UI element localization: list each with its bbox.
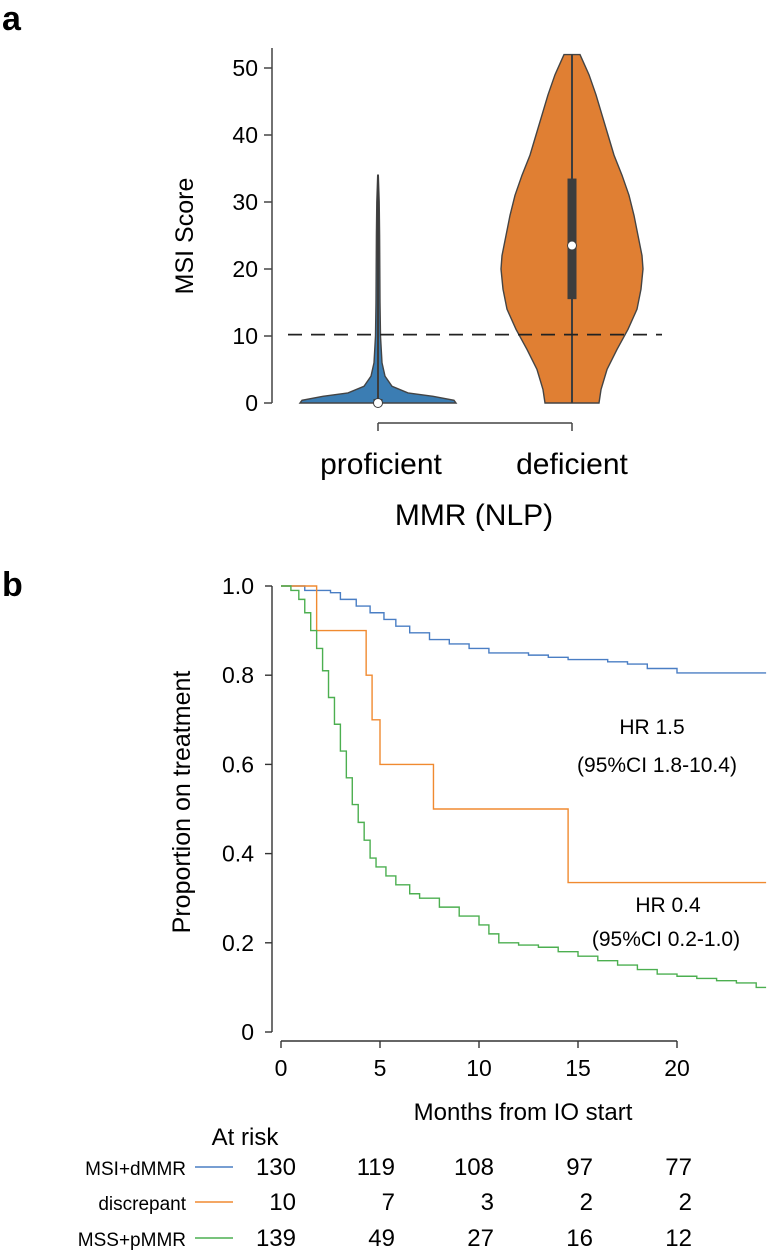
violin-y-tick-label: 30	[232, 189, 258, 215]
risk-table: MSI+dMMR 130 119 108 97 77 discrepant 10 7 3 2 2 MSS…	[78, 1154, 692, 1252]
violin-iqr-box-deficient	[567, 178, 577, 300]
km-curve-msi-dmmr	[281, 585, 767, 674]
km-y-tick-label: 1.0	[222, 573, 254, 599]
km-curve-discrepant	[281, 585, 767, 884]
km-curve-mss-pmmr	[281, 585, 767, 989]
risk-row-label-msi-dmmr: MSI+dMMR	[85, 1159, 186, 1180]
risk-cell: 108	[454, 1154, 494, 1181]
risk-cell: 130	[256, 1154, 296, 1181]
hr-annotation-1-line2: (95%CI 1.8-10.4)	[577, 754, 737, 777]
km-x-axis: 0 5 10 15 20	[275, 1040, 690, 1081]
risk-cell: 119	[357, 1154, 395, 1181]
risk-cell: 77	[665, 1154, 692, 1181]
km-y-tick-label: 0.8	[222, 662, 254, 688]
risk-cell: 2	[679, 1189, 692, 1216]
violin-y-tick-label: 50	[232, 55, 258, 81]
risk-cell: 12	[665, 1225, 692, 1252]
risk-row-label-discrepant: discrepant	[98, 1194, 186, 1215]
violin-shapes	[298, 53, 644, 408]
hr-annotation-2-line2: (95%CI 0.2-1.0)	[592, 928, 740, 951]
km-y-axis: 0 0.2 0.4 0.6 0.8 1.0	[222, 573, 273, 1045]
km-y-axis-label: Proportion on treatment	[168, 671, 196, 934]
violin-x-tick-label-proficient: proficient	[320, 448, 442, 481]
violin-y-tick-label: 40	[232, 122, 258, 148]
km-y-tick-label: 0.4	[222, 841, 254, 867]
violin-y-tick-label: 10	[232, 323, 258, 349]
risk-cell: 27	[467, 1225, 494, 1252]
risk-cell: 49	[368, 1225, 395, 1252]
risk-cell: 16	[566, 1225, 593, 1252]
violin-x-axis-label: MMR (NLP)	[395, 499, 553, 532]
risk-cell: 2	[580, 1189, 593, 1216]
risk-cell: 10	[269, 1189, 296, 1216]
violin-y-axis-label: MSI Score	[171, 178, 199, 295]
panel-a-label: a	[2, 0, 22, 38]
risk-row-label-mss-pmmr: MSS+pMMR	[78, 1230, 186, 1251]
km-x-axis-label: Months from IO start	[414, 1099, 633, 1126]
violin-x-tick-label-deficient: deficient	[516, 448, 628, 481]
risk-table-title: At risk	[212, 1124, 280, 1151]
risk-cell: 97	[566, 1154, 593, 1181]
risk-cell: 7	[382, 1189, 395, 1216]
km-y-tick-label: 0.6	[222, 751, 254, 777]
risk-cell: 139	[256, 1225, 296, 1252]
hr-annotation-2-line1: HR 0.4	[635, 894, 701, 917]
km-x-tick-label: 15	[565, 1055, 591, 1081]
km-curves	[281, 585, 767, 989]
km-y-tick-label: 0	[241, 1019, 254, 1045]
km-x-tick-label: 5	[374, 1055, 387, 1081]
violin-x-axis: proficient deficient	[320, 422, 629, 481]
km-x-tick-label: 10	[466, 1055, 492, 1081]
violin-y-tick-label: 20	[232, 256, 258, 282]
violin-median-proficient	[373, 398, 383, 408]
km-x-tick-label: 20	[664, 1055, 690, 1081]
panel-b-label: b	[2, 566, 23, 604]
hr-annotation-1-line1: HR 1.5	[619, 716, 684, 739]
km-y-tick-label: 0.2	[222, 930, 254, 956]
violin-y-axis: 0 10 20 30 40 50	[232, 48, 273, 416]
violin-y-tick-label: 0	[245, 390, 258, 416]
risk-cell: 3	[481, 1189, 494, 1216]
violin-median-deficient	[567, 240, 577, 251]
km-x-tick-label: 0	[275, 1055, 288, 1081]
